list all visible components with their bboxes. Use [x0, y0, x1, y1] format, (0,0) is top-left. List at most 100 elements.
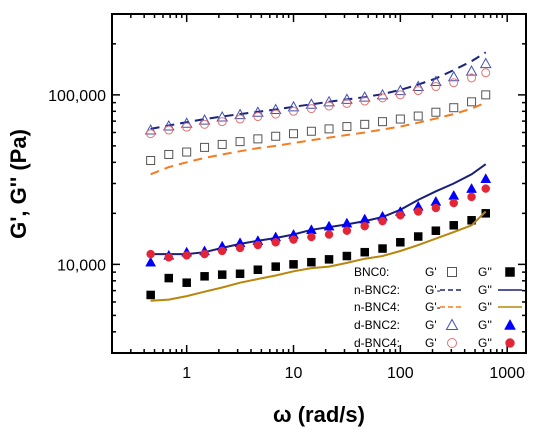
open-triangle-marker [234, 108, 246, 120]
open-square-marker [395, 114, 405, 124]
filled-square-marker [182, 278, 191, 287]
open-triangle-marker [447, 70, 460, 82]
open-square-marker [360, 119, 370, 129]
filled-triangle-marker [323, 220, 335, 231]
filled-circle-marker [481, 184, 490, 193]
filled-triangle-marker [359, 213, 371, 224]
x-axis-title: ω (rad/s) [273, 402, 365, 427]
filled-circle-marker [146, 249, 155, 259]
data-marks [144, 51, 492, 302]
filled-circle-marker [378, 216, 387, 226]
filled-circle-marker [467, 192, 476, 202]
open-square-marker [378, 117, 388, 127]
filled-square-marker [449, 221, 458, 230]
legend-gprime-label: G' [425, 318, 437, 332]
filled-circle-marker [235, 243, 245, 253]
open-circle-marker [467, 73, 477, 83]
open-triangle-marker [479, 57, 492, 69]
open-triangle-marker [323, 95, 335, 107]
filled-circle-marker [431, 203, 441, 213]
open-triangle-marker [358, 91, 371, 102]
open-circle-marker [431, 82, 441, 92]
series-nBNC4_Gpp [150, 210, 487, 302]
filled-square-marker [271, 262, 280, 271]
filled-triangle-marker [448, 189, 460, 200]
filled-square-marker [235, 269, 245, 279]
filled-circle-marker [307, 232, 316, 242]
filled-circle-marker [342, 226, 352, 235]
series-BNC0_Gp [146, 90, 491, 166]
filled-triangle-marker [504, 318, 516, 330]
legend-gdoubleprime-label: G'' [478, 336, 492, 350]
open-square-marker [289, 129, 299, 139]
filled-square-marker [342, 251, 352, 261]
legend-gdoubleprime-label: G'' [478, 283, 492, 297]
filled-square-marker [324, 255, 334, 264]
filled-square-marker [396, 238, 405, 247]
open-circle-marker [449, 78, 459, 88]
x-axis-ticks: 1 10 100 1000 [111, 14, 525, 382]
series-nBNC4_Gp [150, 101, 487, 176]
filled-square-marker [146, 290, 155, 300]
open-triangle-marker [341, 93, 353, 104]
filled-square-marker [378, 244, 387, 253]
open-circle-marker [164, 125, 174, 135]
filled-square-marker [200, 272, 209, 281]
filled-square-marker [289, 260, 298, 269]
legend-gdoubleprime-label: G'' [478, 265, 492, 279]
open-triangle-marker [394, 84, 407, 96]
filled-square-marker [505, 267, 515, 277]
filled-square-marker [164, 273, 174, 283]
open-square-marker [306, 126, 316, 136]
filled-circle-marker [413, 207, 423, 216]
open-triangle-marker [412, 80, 425, 92]
y-axis-title: G', G'' (Pa) [6, 129, 31, 239]
filled-circle-marker [396, 210, 405, 220]
open-square-marker [431, 107, 441, 117]
legend-gprime-label: G' [425, 336, 437, 350]
series-dBNC2_Gp [144, 57, 492, 135]
open-triangle-marker [162, 119, 175, 131]
open-triangle-marker [198, 114, 211, 125]
open-square-marker [324, 124, 334, 134]
open-triangle-marker [180, 117, 193, 128]
open-circle-marker [342, 98, 352, 108]
legend-sample-label: n-BNC4: [354, 300, 400, 314]
legend: BNC0: G' G'' n-BNC2: G'- G'' n-BNC4: G'- G'' d-BN… [354, 265, 522, 350]
open-square-marker [449, 103, 459, 113]
open-triangle-marker [216, 111, 229, 122]
x-tick-label: 10 [285, 365, 303, 382]
open-square-marker [217, 139, 227, 149]
open-circle-marker [217, 117, 227, 127]
legend-gdoubleprime-label: G'' [478, 318, 492, 332]
filled-square-marker [481, 209, 490, 218]
filled-square-marker [253, 265, 263, 274]
open-circle-marker [378, 93, 388, 103]
filled-circle-marker [289, 235, 298, 244]
open-triangle-marker [252, 106, 264, 117]
open-square-marker [447, 267, 457, 277]
filled-square-marker [431, 226, 441, 235]
filled-circle-marker [449, 198, 458, 208]
open-square-marker [146, 156, 156, 166]
legend-gdoubleprime-label: G'' [478, 300, 492, 314]
legend-sample-label: d-BNC4: [354, 336, 400, 350]
filled-circle-marker [217, 246, 227, 256]
open-circle-marker [235, 114, 245, 124]
x-tick-label: 1000 [489, 365, 525, 382]
open-triangle-marker [144, 124, 157, 135]
legend-sample-label: BNC0: [354, 265, 389, 279]
series-nBNC2_Gp [150, 51, 487, 130]
filled-circle-marker [253, 240, 263, 250]
open-triangle-marker [305, 98, 318, 109]
open-circle-marker [324, 101, 334, 111]
filled-square-marker [307, 257, 316, 267]
series-BNC0_Gpp [146, 209, 490, 300]
open-triangle-marker [287, 100, 300, 112]
filled-circle-marker [182, 251, 191, 260]
open-circle-marker [200, 119, 210, 129]
series-dBNC4_Gpp [146, 184, 490, 262]
y-tick-label: 10,000 [57, 257, 106, 274]
legend-gprime-label: G'- [425, 300, 441, 314]
open-circle-marker [146, 129, 156, 139]
